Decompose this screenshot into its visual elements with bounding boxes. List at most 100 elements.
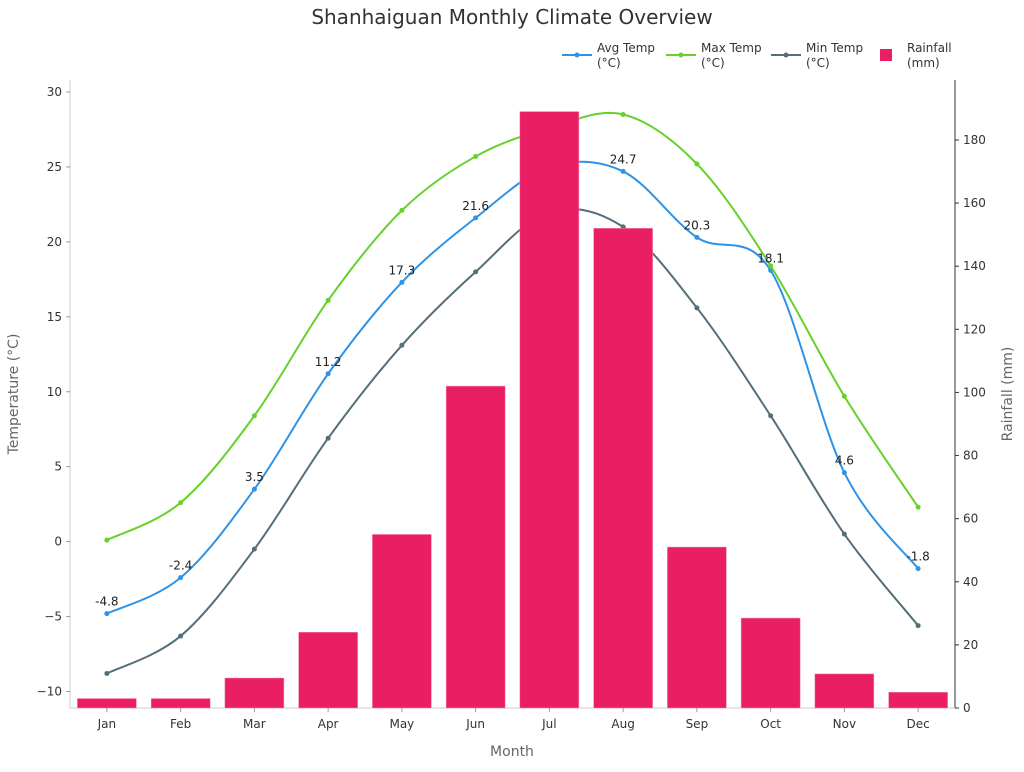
- rainfall-bar-jun: [445, 385, 506, 709]
- y-axis-left-label: Temperature (°C): [6, 334, 22, 456]
- avg-temp-point-apr: [325, 371, 331, 377]
- y-tick-label-left: −5: [44, 610, 62, 624]
- avg-temp-point-jun: [473, 215, 479, 221]
- rainfall-bar-jan: [77, 698, 137, 709]
- avg-temp-point-dec: [915, 566, 921, 572]
- max-temp-point-feb: [178, 500, 184, 506]
- min-temp-line: [106, 207, 919, 675]
- avg-temp-data-label: -2.4: [169, 559, 192, 573]
- legend-marker: [574, 52, 580, 58]
- x-tick-label-may: May: [389, 717, 414, 731]
- avg-temp-data-label: 11.2: [315, 355, 342, 369]
- x-tick-label-jul: Jul: [541, 717, 556, 731]
- min-temp-point-jun: [473, 269, 479, 275]
- y-axis-right-label: Rainfall (mm): [1000, 347, 1016, 442]
- y-tick-label-right: 40: [963, 575, 978, 589]
- avg-temp-data-label: -1.8: [906, 550, 929, 564]
- avg-temp-point-may: [399, 279, 405, 285]
- avg-temp-point-mar: [251, 486, 257, 492]
- x-axis-label: Month: [490, 744, 534, 760]
- max-temp-point-sep: [694, 161, 700, 167]
- avg-temp-line: [106, 160, 919, 615]
- y-tick-label-left: 10: [47, 385, 62, 399]
- max-temp-point-nov: [841, 393, 847, 399]
- x-tick-label-oct: Oct: [760, 717, 781, 731]
- legend-item-avg-temp[interactable]: Avg Temp (°C): [562, 41, 655, 70]
- legend-item-max-temp[interactable]: Max Temp (°C): [666, 41, 762, 70]
- max-temp-point-may: [399, 207, 405, 213]
- max-temp-point-jan: [104, 537, 110, 543]
- x-tick-label-dec: Dec: [907, 717, 930, 731]
- y-tick-label-left: 20: [47, 235, 62, 249]
- min-temp-point-feb: [178, 633, 184, 639]
- avg-temp-data-label: 24.7: [610, 152, 637, 166]
- y-tick-label-right: 160: [963, 196, 986, 210]
- min-temp-point-may: [399, 342, 405, 348]
- legend-label: Avg Temp (°C): [597, 41, 655, 70]
- y-tick-label-left: 30: [47, 85, 62, 99]
- y-tick-label-left: 15: [47, 310, 62, 324]
- y-tick-label-right: 140: [963, 259, 986, 273]
- min-temp-point-oct: [768, 413, 774, 419]
- y-tick-label-right: 100: [963, 385, 986, 399]
- avg-temp-data-label: 20.3: [684, 218, 711, 232]
- min-temp-point-mar: [251, 546, 257, 552]
- legend-label: Min Temp (°C): [806, 41, 863, 70]
- min-temp-point-dec: [915, 623, 921, 629]
- max-temp-point-aug: [620, 111, 626, 117]
- y-tick-label-left: 5: [54, 460, 62, 474]
- legend-item-rainfall[interactable]: Rainfall (mm): [880, 41, 952, 70]
- avg-temp-data-label: 18.1: [757, 251, 784, 265]
- y-tick-label-right: 0: [963, 701, 971, 715]
- min-temp-point-apr: [325, 435, 331, 441]
- min-temp-point-sep: [694, 305, 700, 311]
- legend-label: Max Temp (°C): [701, 41, 762, 70]
- rainfall-bar-nov: [814, 673, 875, 709]
- max-temp-point-oct: [768, 263, 774, 269]
- avg-temp-point-jan: [104, 611, 110, 617]
- max-temp-point-mar: [251, 413, 257, 419]
- max-temp-point-jun: [473, 153, 479, 159]
- avg-temp-data-label: 21.6: [462, 199, 489, 213]
- min-temp-point-jan: [104, 671, 110, 677]
- rainfall-bar-sep: [667, 546, 727, 709]
- x-tick-label-jan: Jan: [97, 717, 117, 731]
- y-tick-label-right: 180: [963, 133, 986, 147]
- rainfall-bar-mar: [224, 677, 285, 709]
- avg-temp-data-label: -4.8: [95, 595, 118, 609]
- rainfall-bar-feb: [150, 698, 211, 709]
- rainfall-bar-aug: [593, 228, 653, 709]
- avg-temp-point-feb: [178, 575, 184, 581]
- avg-temp-data-label: 17.3: [389, 263, 416, 277]
- rainfall-bar-may: [372, 534, 432, 709]
- x-tick-label-aug: Aug: [611, 717, 634, 731]
- x-tick-label-nov: Nov: [833, 717, 856, 731]
- y-tick-label-right: 20: [963, 638, 978, 652]
- y-tick-label-right: 80: [963, 449, 978, 463]
- max-temp-point-dec: [915, 504, 921, 510]
- rainfall-bar-apr: [298, 632, 358, 709]
- rainfall-bar-jul: [519, 111, 580, 709]
- min-temp-point-nov: [841, 531, 847, 537]
- max-temp-line: [106, 111, 919, 542]
- y-tick-label-right: 60: [963, 512, 978, 526]
- x-tick-label-feb: Feb: [170, 717, 191, 731]
- avg-temp-point-nov: [841, 470, 847, 476]
- legend-marker: [678, 52, 684, 58]
- rainfall-bar-oct: [740, 617, 801, 709]
- x-tick-label-mar: Mar: [243, 717, 266, 731]
- y-tick-label-left: −10: [37, 685, 62, 699]
- avg-temp-point-aug: [620, 168, 626, 174]
- legend-marker: [783, 52, 789, 58]
- legend-swatch: [880, 49, 892, 61]
- x-tick-label-jun: Jun: [465, 717, 485, 731]
- legend-item-min-temp[interactable]: Min Temp (°C): [771, 41, 863, 70]
- rainfall-bar-dec: [888, 691, 948, 709]
- max-temp-point-apr: [325, 297, 331, 303]
- avg-temp-point-sep: [694, 234, 700, 240]
- legend-label: Rainfall (mm): [907, 41, 952, 70]
- x-tick-label-sep: Sep: [686, 717, 709, 731]
- y-tick-label-left: 0: [54, 535, 62, 549]
- chart-title: Shanhaiguan Monthly Climate Overview: [311, 5, 712, 29]
- avg-temp-data-label: 3.5: [245, 470, 264, 484]
